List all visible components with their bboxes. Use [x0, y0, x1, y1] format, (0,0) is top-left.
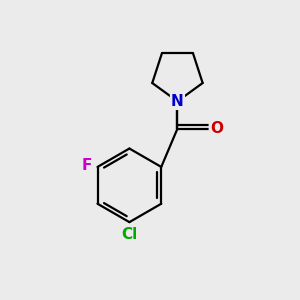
Text: N: N: [171, 94, 184, 109]
Text: Cl: Cl: [121, 227, 137, 242]
Text: F: F: [81, 158, 92, 173]
Text: O: O: [210, 121, 223, 136]
